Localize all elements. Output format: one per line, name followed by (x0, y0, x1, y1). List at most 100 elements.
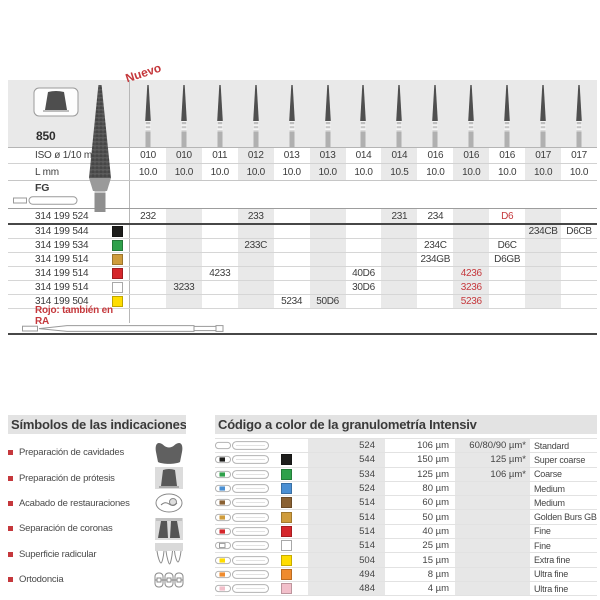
grain-size: 106 µm (417, 440, 449, 452)
bur-color-drawing (215, 527, 269, 536)
table-cell (453, 239, 490, 252)
bur-color-drawing (215, 441, 269, 451)
bur-image (288, 85, 295, 147)
grain-size: 80 µm (422, 483, 449, 495)
bur-drawing-cell (215, 512, 273, 523)
color-square-cell (273, 483, 299, 495)
bur-image (504, 85, 510, 147)
table-cell (130, 253, 166, 266)
bur-drawing-cell (215, 440, 273, 451)
bur-image (181, 85, 187, 147)
grain-size-alt (455, 581, 530, 596)
product-ref-cell: 314 199 524 (8, 209, 130, 223)
bur-image-col8 (381, 80, 417, 147)
product-row: 314 199 544 234CB D6CB (8, 225, 597, 239)
grain-size-alt: 106 µm* (455, 467, 530, 481)
table-cell (346, 295, 382, 308)
table-cell: 5234 (281, 296, 303, 307)
indication-label: Ortodoncia (19, 574, 64, 586)
bur-color-drawing (215, 584, 269, 594)
grain-code: 514 (308, 510, 385, 524)
orthodontics-icon (152, 568, 186, 592)
bur-color-drawing (215, 484, 269, 493)
l-value-col10: 10.0 (453, 164, 490, 180)
table-cell: 40D6 (352, 268, 375, 279)
table-cell (381, 267, 418, 280)
l-value-col12: 10.0 (525, 164, 562, 180)
l-value-col4: 10.0 (237, 164, 274, 180)
model-number: 850 (36, 129, 56, 143)
cavity-prep-icon (152, 441, 186, 465)
grain-description: Standard (534, 440, 569, 451)
color-square-gold (112, 254, 123, 265)
granulometry-row: 514 50 µm Golden Burs GB (215, 509, 597, 524)
bur-drawing-cell (215, 583, 273, 594)
table-cell: 30D6 (352, 282, 375, 293)
product-ref-cell: 314 199 514 (8, 253, 130, 266)
table-cell (489, 281, 525, 294)
iso-value-col11: 016 (499, 150, 516, 161)
grain-size: 4 µm (427, 583, 449, 595)
bur-image-col6 (310, 80, 346, 147)
bur-color-drawing (215, 469, 269, 479)
table-cell (274, 253, 310, 266)
table-cell (346, 209, 382, 223)
granulometry-row: 514 60 µm Medium (215, 495, 597, 510)
color-square-red (280, 525, 292, 537)
bur-drawing-cell (215, 555, 273, 566)
table-cell: D6C (497, 240, 517, 251)
grain-size-alt: 125 µm* (455, 453, 530, 467)
grain-code: 524 (308, 439, 385, 453)
l-value-col8: 10.5 (381, 164, 418, 180)
length-row-label: L mm (8, 164, 130, 180)
l-value-col7: 10.0 (354, 166, 373, 178)
product-row: 314 199 514 4233 40D6 4236 (8, 267, 597, 281)
table-cell (274, 281, 310, 294)
grain-description: Super coarse (534, 454, 586, 465)
bur-image (468, 85, 475, 147)
fg-shank-icon (13, 196, 78, 205)
product-ref: 314 199 514 (35, 254, 89, 265)
bur-image (216, 85, 223, 147)
table-cell (202, 295, 238, 308)
table-cell (130, 239, 166, 252)
table-cell (202, 225, 238, 238)
product-row: 314 199 514 234GB D6GB (8, 253, 597, 267)
bur-color-drawing (215, 569, 269, 579)
grain-size-alt (455, 496, 530, 510)
table-cell (165, 267, 202, 280)
granulometria-table: 524 106 µm 60/80/90 µm* Standard 544 150 µm 12… (215, 438, 597, 597)
color-square-cell (273, 568, 299, 580)
iso-value-col8: 014 (381, 148, 418, 163)
product-ref-cell: 314 199 544 (8, 225, 130, 238)
bur-image (540, 85, 546, 147)
table-cell (309, 239, 346, 252)
color-square-cell (273, 497, 299, 509)
grain-size-alt (455, 539, 530, 553)
table-cell: 232 (140, 210, 156, 222)
bur-image-col12 (525, 80, 561, 147)
table-cell: 234CB (525, 225, 562, 238)
grain-size-alt (455, 524, 530, 539)
simbolos-list: Preparación de cavidades Preparación de p… (8, 440, 186, 592)
table-cell (165, 225, 202, 238)
bur-image-col4 (238, 80, 274, 147)
table-cell: 5236 (453, 295, 490, 308)
table-cell (130, 281, 166, 294)
color-square-black (280, 454, 292, 466)
product-ref: 314 199 504 (35, 296, 89, 307)
color-square-black (112, 226, 123, 237)
grain-code: 524 (308, 481, 385, 496)
indication-item: Ortodoncia (8, 567, 186, 592)
color-square-blue (280, 483, 292, 495)
bur-drawing-cell (215, 454, 273, 465)
table-cell (561, 253, 597, 266)
granulometria-section: Código a color de la granulometría Inten… (215, 415, 597, 597)
table-cell (561, 267, 597, 280)
table-cell (489, 267, 525, 280)
table-cell (165, 209, 202, 223)
product-ref: 314 199 544 (35, 226, 89, 237)
grain-code: 504 (308, 553, 385, 567)
grain-size: 150 µm (417, 454, 449, 466)
product-header-cell: 850 (8, 80, 130, 147)
